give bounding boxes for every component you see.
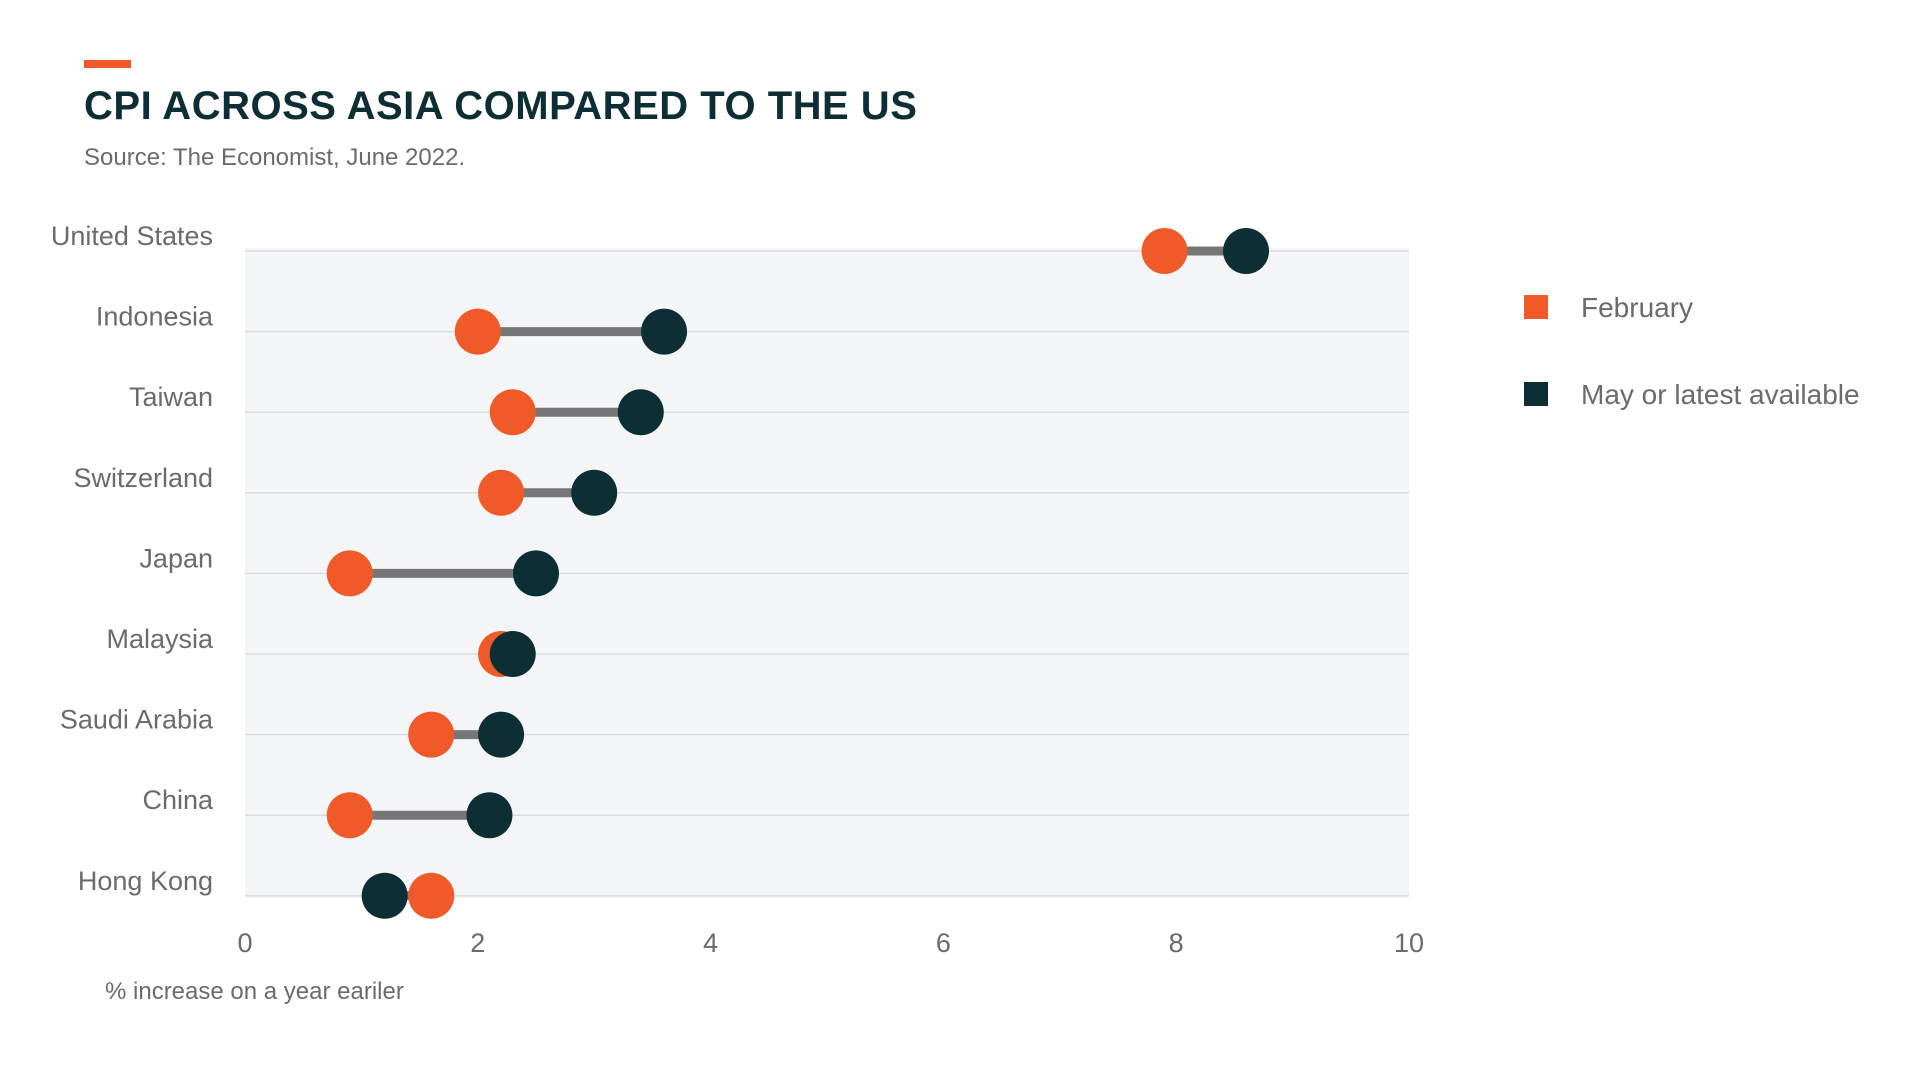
category-label: Saudi Arabia (60, 705, 214, 735)
category-label: United States (51, 221, 213, 251)
x-tick-label: 6 (936, 928, 951, 958)
x-tick-label: 10 (1394, 928, 1424, 958)
x-tick-label: 2 (470, 928, 485, 958)
chart-source: Source: The Economist, June 2022. (84, 144, 466, 171)
category-label: China (142, 785, 214, 815)
category-labels: United States Indonesia Taiwan Switzerland J… (51, 221, 214, 896)
category-label: Switzerland (73, 463, 213, 493)
latest-point (1223, 228, 1270, 274)
x-tick-label: 4 (703, 928, 718, 958)
february-point (1141, 228, 1188, 274)
february-point (489, 389, 536, 436)
february-point (326, 550, 373, 597)
latest-point (513, 550, 559, 597)
x-axis-label: % increase on a year eariler (105, 978, 404, 1005)
february-point (478, 469, 525, 516)
february-point (408, 711, 455, 758)
latest-point (617, 389, 664, 436)
chart-title: CPI ACROSS ASIA COMPARED TO THE US (84, 84, 918, 128)
legend-label: May or latest available (1581, 379, 1860, 410)
february-point (454, 308, 501, 355)
title-accent-bar (84, 60, 131, 68)
category-label: Japan (139, 543, 213, 573)
latest-point (641, 308, 688, 355)
legend-label: February (1581, 292, 1693, 323)
x-tick-label: 0 (237, 928, 252, 958)
category-label: Malaysia (106, 624, 214, 654)
x-tick-label: 8 (1169, 928, 1184, 958)
category-label: Hong Kong (78, 866, 213, 896)
data-points (326, 228, 1270, 919)
latest-point (571, 469, 618, 516)
february-point (408, 872, 455, 919)
latest-point (361, 872, 408, 919)
latest-point (466, 792, 513, 839)
latest-point (489, 631, 536, 677)
category-label: Indonesia (96, 302, 214, 332)
february-point (326, 792, 373, 839)
legend: February May or latest available (1524, 292, 1860, 410)
legend-swatch (1524, 295, 1548, 319)
category-label: Taiwan (129, 382, 213, 412)
legend-swatch (1524, 382, 1548, 406)
latest-point (478, 711, 525, 758)
x-axis-ticks: 0 2 4 6 8 10 (237, 928, 1424, 958)
